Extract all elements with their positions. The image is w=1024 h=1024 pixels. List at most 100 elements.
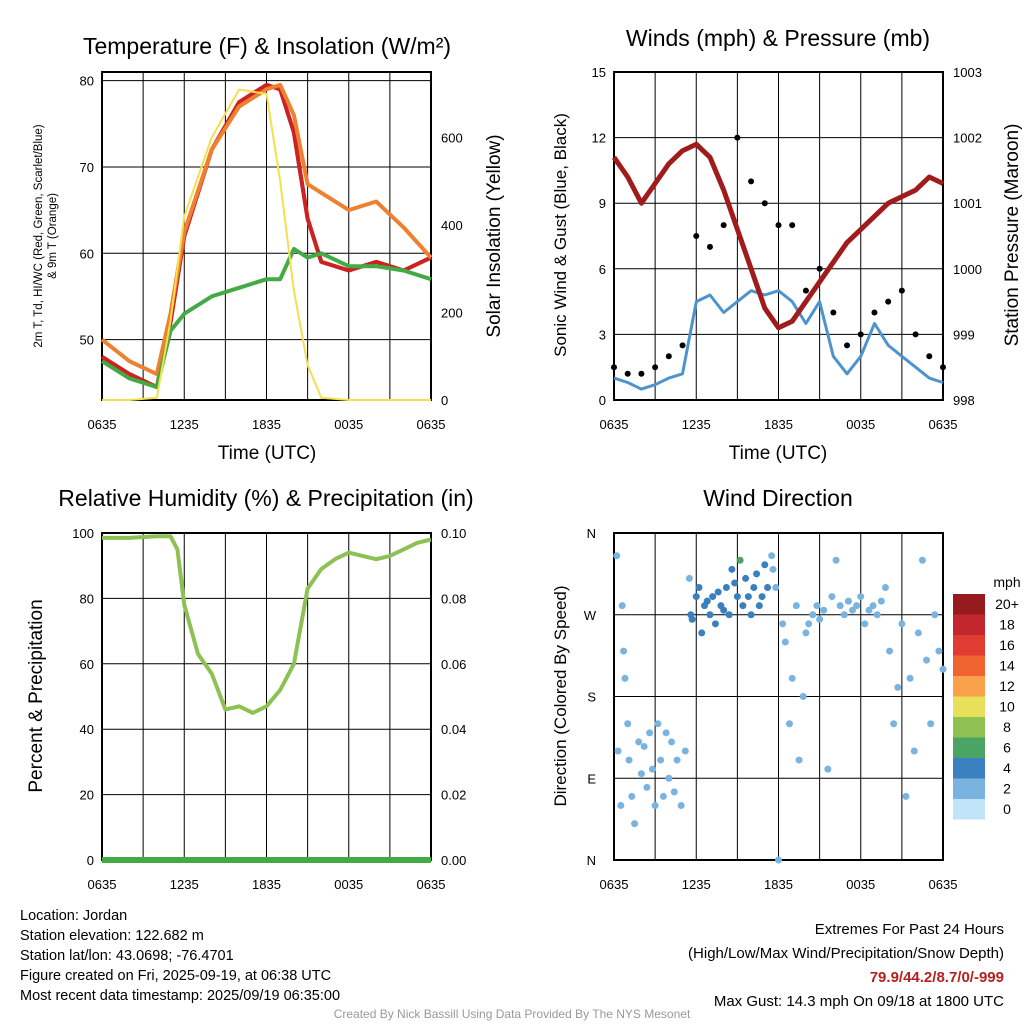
legend-swatch xyxy=(953,799,985,820)
temp-xlabel: Time (UTC) xyxy=(218,443,317,464)
temp-ylabel-2: & 9m T (Orange) xyxy=(47,193,59,279)
rh-ytick-label: 60 xyxy=(80,657,94,672)
dir-point xyxy=(662,729,670,737)
dir-point xyxy=(761,561,769,569)
temp-ytick-label: 70 xyxy=(80,160,94,175)
dir-point xyxy=(742,574,750,582)
gust-point xyxy=(789,222,796,229)
dir-point xyxy=(755,602,763,610)
legend-label: 18 xyxy=(999,617,1015,633)
dir-point xyxy=(840,611,848,619)
rh2-ytick-label: 0.06 xyxy=(441,657,466,672)
dir-point xyxy=(665,774,673,782)
rh-ylabel: Percent & Precipitation xyxy=(26,599,47,792)
gust-point xyxy=(624,370,631,377)
legend-label: 8 xyxy=(1003,719,1011,735)
temp-xtick-label: 0035 xyxy=(334,417,363,432)
temp2-ytick-label: 200 xyxy=(441,306,463,321)
wind-ytick-label: 6 xyxy=(599,262,606,277)
dir-point xyxy=(816,615,824,623)
speed-legend: mph 20+ 18 16 14 12 10 8 6 4 2 0 xyxy=(953,574,1021,820)
wind-y2label: Station Pressure (Maroon) xyxy=(1002,124,1023,347)
dir-point xyxy=(651,802,659,809)
temp-series-line xyxy=(100,82,433,377)
dir-xtick-label: 0635 xyxy=(600,877,629,892)
dir-point xyxy=(728,565,736,573)
dir-point xyxy=(775,856,782,864)
gust-point xyxy=(926,353,933,360)
gust-point xyxy=(611,364,617,371)
temp-xtick-label: 0635 xyxy=(417,417,446,432)
wind2-ytick-label: 1003 xyxy=(953,65,982,80)
wind-xtick-label: 1835 xyxy=(764,417,793,432)
legend-label: 16 xyxy=(999,637,1015,653)
recent-text: Most recent data timestamp: 2025/09/19 0… xyxy=(20,988,341,1004)
extremes-desc: (High/Low/Max Wind/Precipitation/Snow De… xyxy=(688,945,1004,962)
rh-ytick-label: 80 xyxy=(80,591,94,606)
legend-label: 4 xyxy=(1003,760,1011,776)
latlon-text: Station lat/lon: 43.0698; -76.4701 xyxy=(20,948,234,964)
gust-point xyxy=(720,222,727,229)
dir-point xyxy=(788,674,796,682)
gust-point xyxy=(761,200,768,207)
wind-ytick-label: 0 xyxy=(599,393,606,408)
dir-point xyxy=(681,747,689,755)
dir-point xyxy=(720,606,728,614)
dir-point xyxy=(881,584,889,591)
dir-point xyxy=(828,593,836,601)
dir-point xyxy=(747,611,755,619)
legend-label: 6 xyxy=(1003,740,1011,756)
created-text: Figure created on Fri, 2025-09-19, at 06… xyxy=(20,968,332,984)
dir-point xyxy=(631,820,639,828)
dir-point xyxy=(764,584,772,591)
legend-label: 10 xyxy=(999,699,1015,715)
legend-label: 20+ xyxy=(995,596,1019,612)
dir-point xyxy=(731,579,739,587)
wind2-ytick-label: 1000 xyxy=(953,262,982,277)
dir-point xyxy=(769,565,777,573)
temp-ylabel-1: 2m T, Td, HI/WC (Red, Green, Scarlet/Blu… xyxy=(33,124,45,347)
rh2-ytick-label: 0.10 xyxy=(441,526,466,541)
dir-point xyxy=(939,665,947,673)
dir-point xyxy=(910,747,918,755)
dir-point xyxy=(805,620,813,628)
legend-title: mph xyxy=(993,574,1020,590)
dir-point xyxy=(792,602,800,610)
dir-point xyxy=(657,756,665,764)
legend-swatch xyxy=(953,758,985,779)
dir-point xyxy=(654,720,662,728)
dir-point xyxy=(659,792,667,800)
gust-point xyxy=(844,342,851,349)
dir-ylabel: Direction (Colored By Speed) xyxy=(551,585,570,806)
dir-point xyxy=(620,647,628,655)
extremes-values: 79.9/44.2/8.7/0/-999 xyxy=(869,969,1004,986)
dir-point xyxy=(614,747,622,755)
dir-point xyxy=(844,597,852,605)
gust-point xyxy=(857,331,864,338)
wind-ytick-label: 3 xyxy=(599,327,606,342)
rh2-ytick-label: 0.00 xyxy=(441,853,466,868)
gust-point xyxy=(802,287,809,294)
legend-swatch xyxy=(953,655,985,676)
dir-point xyxy=(637,770,645,778)
dir-ytick-label: E xyxy=(587,771,596,786)
temp-ytick-label: 60 xyxy=(80,246,94,261)
dir-point xyxy=(898,620,906,628)
dir-xtick-label: 0035 xyxy=(846,877,875,892)
wind-ytick-label: 12 xyxy=(592,131,606,146)
dir-point xyxy=(688,615,696,623)
rh2-ytick-label: 0.02 xyxy=(441,788,466,803)
legend-swatch xyxy=(953,635,985,656)
dir-point xyxy=(927,720,935,728)
dir-xtick-label: 0635 xyxy=(929,877,958,892)
legend-swatch xyxy=(953,696,985,717)
wind-ytick-label: 15 xyxy=(592,65,606,80)
wind-ylabel: Sonic Wind & Gust (Blue, Black) xyxy=(551,113,570,357)
dir-point xyxy=(625,756,633,764)
dir-point xyxy=(802,629,810,637)
temp2-ytick-label: 400 xyxy=(441,218,463,233)
rh-xtick-label: 0635 xyxy=(88,877,117,892)
legend-label: 12 xyxy=(999,678,1015,694)
legend-swatch xyxy=(953,737,985,758)
dir-point xyxy=(635,738,643,746)
